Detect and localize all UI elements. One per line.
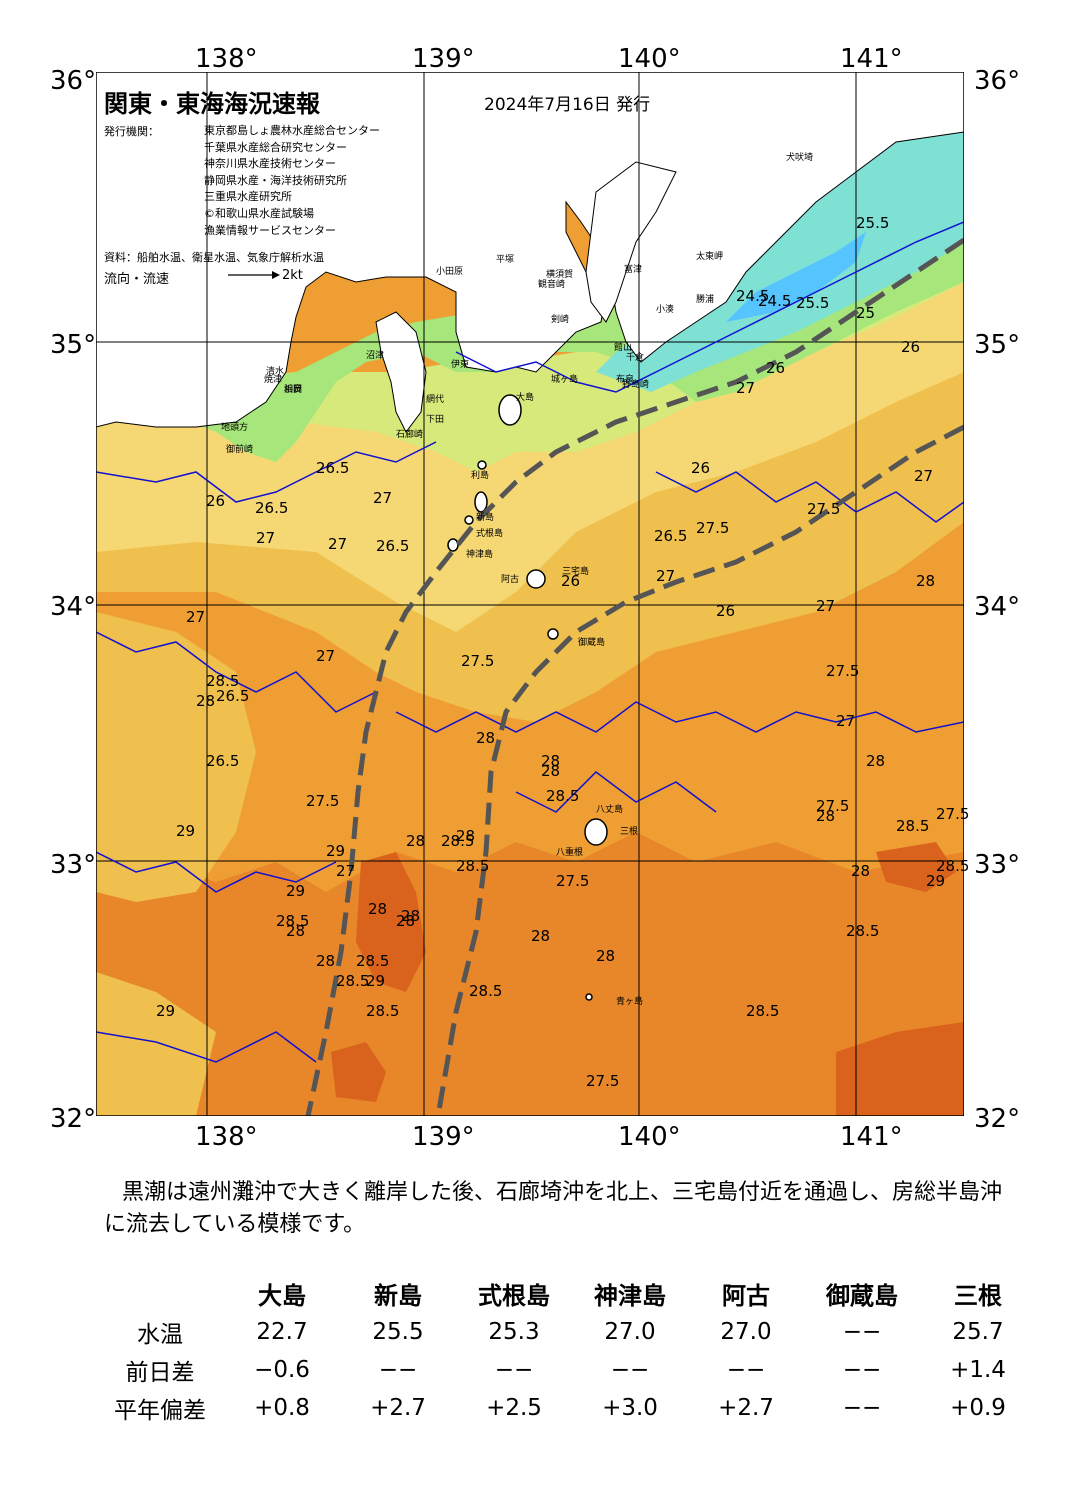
corner-cell	[96, 1274, 224, 1313]
lat-label-35-left: 35°	[50, 330, 97, 360]
lat-label-34-right: 34°	[974, 592, 1021, 622]
table-cell: −−	[726, 1357, 766, 1383]
table-cell: 25.5	[372, 1319, 424, 1345]
table-cell: −0.6	[254, 1357, 310, 1383]
table-cell: 25.7	[952, 1319, 1004, 1345]
table-cell: 27.0	[604, 1319, 656, 1345]
table-cell: −−	[842, 1357, 882, 1383]
row-label: 平年偏差	[114, 1398, 206, 1424]
station-header: 式根島	[478, 1282, 550, 1310]
lat-label-32-right: 32°	[974, 1104, 1021, 1134]
station-header: 大島	[258, 1282, 306, 1310]
org-item: ©和歌山県水産試験場	[204, 206, 314, 220]
table-cell: −−	[494, 1357, 534, 1383]
lon-label-139-top: 139°	[412, 44, 475, 74]
table-cell: −−	[842, 1395, 882, 1421]
station-header: 阿古	[722, 1282, 770, 1310]
sea-surface-temperature-map	[96, 72, 964, 1116]
island-niijima	[474, 491, 488, 513]
sea-27-5-west-zone	[96, 612, 256, 902]
table-header-row: 大島 新島 式根島 神津島 阿古 御蔵島 三根	[96, 1274, 1036, 1313]
table-cell: +1.4	[950, 1357, 1006, 1383]
sea-29-patch-4	[836, 1022, 964, 1116]
lat-label-36-left: 36°	[50, 66, 97, 96]
lon-label-140-bottom: 140°	[618, 1122, 681, 1152]
island-mikurajima	[547, 628, 559, 640]
graticule	[96, 72, 964, 1116]
table-cell: 22.7	[256, 1319, 308, 1345]
lon-label-138-bottom: 138°	[195, 1122, 258, 1152]
lat-label-32-left: 32°	[50, 1104, 97, 1134]
table-cell: +3.0	[602, 1395, 658, 1421]
lat-label-36-right: 36°	[974, 66, 1021, 96]
lon-label-141-top: 141°	[840, 44, 903, 74]
table-cell: −−	[378, 1357, 418, 1383]
table-row: 平年偏差 +0.8 +2.7 +2.5 +3.0 +2.7 −− +0.9	[96, 1389, 1036, 1427]
table-row: 前日差 −0.6 −− −− −− −− −− +1.4	[96, 1351, 1036, 1389]
sea-26-zone	[96, 132, 964, 462]
island-oshima	[498, 394, 522, 426]
row-label: 前日差	[125, 1360, 195, 1386]
kuroshio-summary: 黒潮は遠州灘沖で大きく離岸した後、石廊埼沖を北上、三宅島付近を通過し、房総半島沖…	[104, 1180, 1003, 1237]
lat-label-33-right: 33°	[974, 850, 1021, 880]
table-cell: +2.7	[718, 1395, 774, 1421]
org-label: 発行機関：	[104, 125, 159, 138]
issue-date: 2024年7月16日 発行	[484, 95, 651, 115]
island-miyakejima	[526, 569, 546, 589]
table-cell: −−	[842, 1319, 882, 1345]
table-cell: 25.3	[488, 1319, 540, 1345]
row-label: 水温	[137, 1322, 183, 1348]
flow-legend-label: 流向・流速	[104, 272, 170, 287]
land-kanto	[96, 72, 964, 428]
lon-label-141-bottom: 141°	[840, 1122, 903, 1152]
lat-label-34-left: 34°	[50, 592, 97, 622]
sea-29-patch-3	[876, 842, 956, 892]
island-aogashima	[585, 993, 593, 1001]
isotherm-lines	[96, 221, 964, 1063]
org-item: 神奈川県水産技術センター	[204, 157, 336, 171]
land-boso-peninsula	[585, 161, 677, 323]
station-header: 御蔵島	[826, 1282, 898, 1310]
org-item: 漁業情報サービスセンター	[204, 223, 336, 237]
lon-label-140-top: 140°	[618, 44, 681, 74]
org-item: 東京都島しょ農林水産総合センター	[204, 124, 380, 137]
station-header: 新島	[374, 1282, 422, 1310]
observation-table: 大島 新島 式根島 神津島 阿古 御蔵島 三根 水温 22.7 25.5 25.…	[96, 1274, 1036, 1427]
lon-label-138-top: 138°	[195, 44, 258, 74]
table-row: 水温 22.7 25.5 25.3 27.0 27.0 −− 25.7	[96, 1313, 1036, 1351]
lat-label-33-left: 33°	[50, 850, 97, 880]
island-kozushima	[447, 538, 459, 552]
island-shikinejima	[464, 515, 474, 525]
lon-label-139-bottom: 139°	[412, 1122, 475, 1152]
sea-28-5-zone	[96, 832, 964, 1116]
org-item: 三重県水産研究所	[204, 190, 292, 204]
sea-24-zone	[726, 232, 866, 322]
table-cell: 27.0	[720, 1319, 772, 1345]
kuroshio-axis	[305, 237, 964, 1116]
table-cell: +0.9	[950, 1395, 1006, 1421]
sea-29-patch-2	[331, 1042, 386, 1102]
sea-29-patch-1	[356, 852, 426, 992]
station-header: 神津島	[594, 1282, 666, 1310]
table-cell: +0.8	[254, 1395, 310, 1421]
map-title: 関東・東海海況速報	[104, 90, 320, 118]
table-cell: +2.7	[370, 1395, 426, 1421]
org-item: 千葉県水産総合研究センター	[204, 140, 347, 154]
station-header: 三根	[954, 1282, 1002, 1310]
table-cell: −−	[610, 1357, 650, 1383]
flow-scale-value: 2kt	[282, 268, 303, 283]
sea-27-5-southwest-zone	[96, 972, 216, 1116]
island-toshima	[477, 460, 487, 470]
island-hachijojima	[584, 818, 608, 846]
table-cell: +2.5	[486, 1395, 542, 1421]
lat-label-35-right: 35°	[974, 330, 1021, 360]
org-item: 静岡県水産・海洋技術研究所	[204, 173, 347, 187]
data-source: 資料：船舶水温、衛星水温、気象庁解析水温	[104, 251, 324, 264]
flow-scale-arrow-icon	[228, 271, 280, 279]
org-list: 東京都島しょ農林水産総合センター 千葉県水産総合研究センター 神奈川県水産技術セ…	[204, 123, 380, 239]
